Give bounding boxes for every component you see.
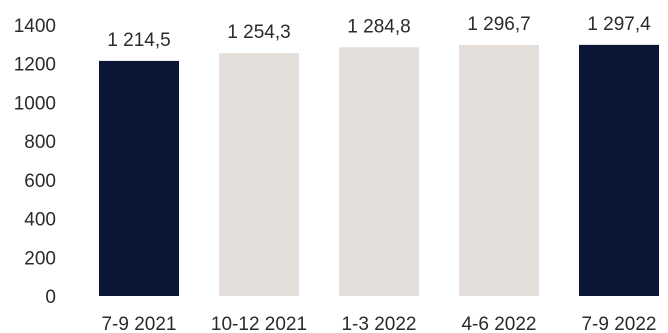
bar — [579, 44, 659, 296]
bar — [459, 44, 539, 297]
bar — [339, 47, 419, 297]
x-category-label: 7-9 2021 — [101, 314, 176, 333]
y-tick-label: 0 — [45, 287, 56, 308]
y-tick-label: 400 — [24, 210, 56, 231]
y-tick-label: 1400 — [14, 16, 56, 37]
y-tick-label: 800 — [24, 132, 56, 153]
y-axis: 0 200 400 600 800 1000 1200 1400 — [14, 16, 56, 308]
data-label: 1 254,3 — [227, 22, 290, 43]
y-tick-label: 200 — [24, 248, 56, 269]
x-category-label: 1-3 2022 — [341, 314, 416, 333]
bar — [99, 60, 179, 296]
data-label: 1 297,4 — [587, 14, 651, 35]
x-category-label: 7-9 2022 — [581, 314, 656, 333]
bars — [99, 44, 659, 297]
data-label: 1 284,8 — [347, 16, 410, 37]
y-tick-label: 1200 — [14, 55, 56, 76]
y-tick-label: 1000 — [14, 93, 56, 114]
x-axis: 7-9 2021 10-12 2021 1-3 2022 4-6 2022 7-9 20… — [101, 314, 656, 333]
data-labels: 1 214,5 1 254,3 1 284,8 1 296,7 1 297,4 — [107, 14, 651, 51]
data-label: 1 214,5 — [107, 30, 170, 51]
x-category-label: 10-12 2021 — [211, 314, 307, 333]
bar — [219, 53, 299, 297]
x-category-label: 4-6 2022 — [461, 314, 536, 333]
y-tick-label: 600 — [24, 171, 56, 192]
data-label: 1 296,7 — [467, 14, 530, 35]
